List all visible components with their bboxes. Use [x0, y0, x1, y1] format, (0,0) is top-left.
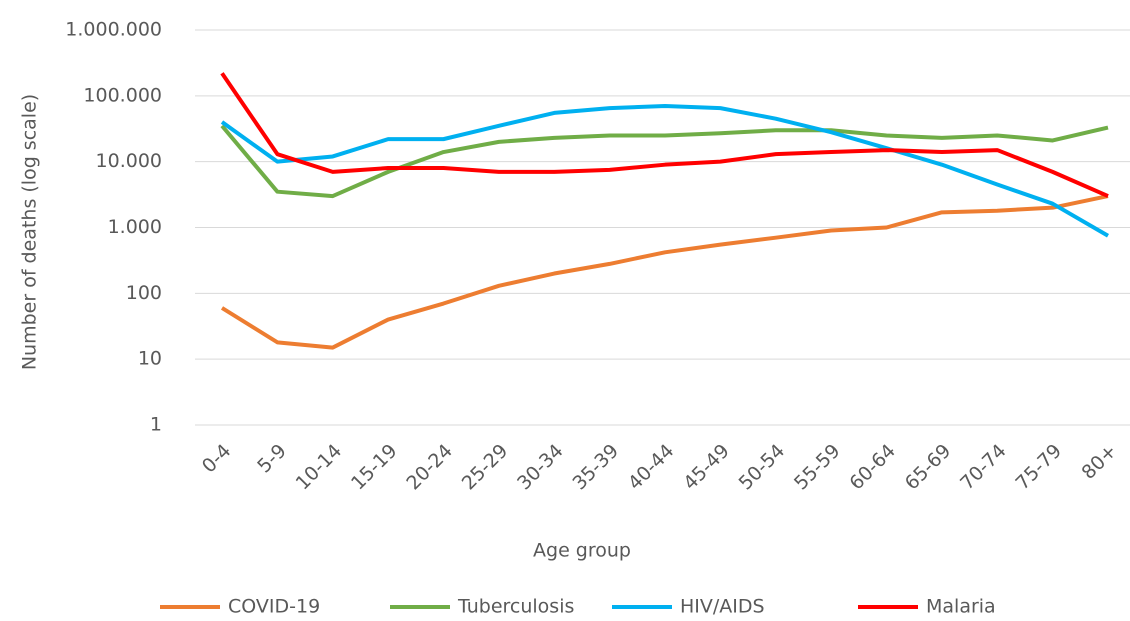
- x-tick-label: 15-19: [347, 440, 402, 495]
- x-tick-label: 10-14: [292, 440, 347, 495]
- line-series: [220, 104, 1110, 238]
- x-tick-label: 35-39: [568, 440, 623, 495]
- x-tick-label: 30-34: [513, 440, 568, 495]
- x-tick-label: 20-24: [402, 440, 457, 495]
- x-tick-label: 80+: [1078, 440, 1122, 484]
- legend-label: Tuberculosis: [457, 596, 574, 618]
- legend-label: COVID-19: [228, 596, 320, 618]
- x-tick-label: 25-29: [458, 440, 513, 495]
- y-tick-label: 100.000: [83, 84, 162, 106]
- legend-label: HIV/AIDS: [680, 596, 765, 618]
- x-tick-label: 50-54: [735, 440, 790, 495]
- x-tick-label: 45-49: [679, 440, 734, 495]
- x-tick-label: 60-64: [845, 440, 900, 495]
- x-tick-label: 75-79: [1011, 440, 1066, 495]
- y-axis-title: Number of deaths (log scale): [19, 94, 41, 370]
- x-tick-label: 65-69: [901, 440, 956, 495]
- x-tick-label: 55-59: [790, 440, 845, 495]
- legend-label: Malaria: [926, 596, 996, 618]
- y-tick-label: 1: [150, 414, 162, 436]
- line-series: [220, 194, 1109, 350]
- x-tick-label: 0-4: [198, 440, 236, 478]
- x-tick-label: 70-74: [956, 440, 1011, 495]
- line-series: [220, 124, 1109, 199]
- y-tick-label: 10.000: [96, 150, 162, 172]
- y-tick-label: 1.000.000: [65, 19, 162, 41]
- x-axis-title: Age group: [533, 540, 631, 562]
- y-tick-label: 100: [126, 282, 162, 304]
- x-tick-label: 5-9: [253, 440, 291, 478]
- y-tick-label: 10: [138, 348, 162, 370]
- line-series: [220, 72, 1109, 198]
- x-tick-label: 40-44: [624, 440, 679, 495]
- y-tick-label: 1.000: [108, 216, 162, 238]
